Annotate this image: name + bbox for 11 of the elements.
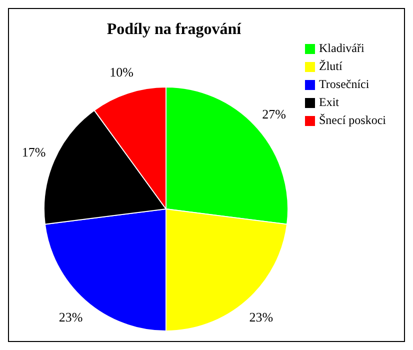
- legend-label: Šnecí poskoci: [319, 113, 386, 127]
- data-label: 23%: [58, 310, 83, 325]
- legend-label: Trosečníci: [319, 77, 370, 91]
- legend-label: Žlutí: [319, 59, 342, 73]
- data-label: 27%: [262, 106, 286, 122]
- chart-title: Podíly na fragování: [106, 21, 242, 39]
- data-label: 23%: [249, 310, 274, 325]
- legend-label: Exit: [319, 95, 339, 109]
- legend-label: Kladiváři: [319, 41, 364, 55]
- data-label: 17%: [22, 144, 46, 160]
- data-label: 10%: [110, 64, 134, 80]
